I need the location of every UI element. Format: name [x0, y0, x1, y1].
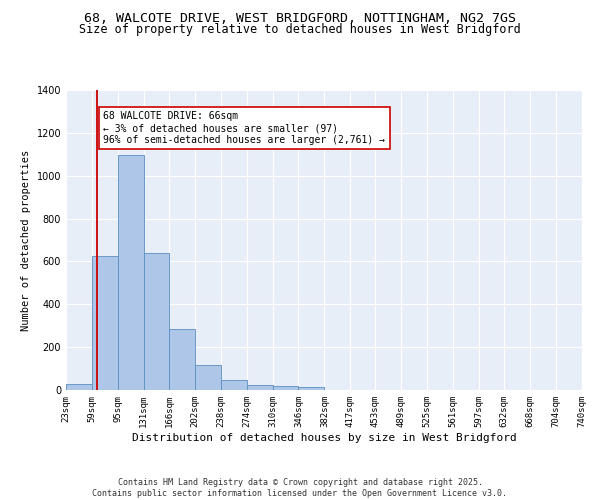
Bar	[195, 366, 221, 390]
Bar	[272, 386, 298, 390]
Bar	[298, 388, 325, 390]
Bar	[144, 253, 169, 390]
Bar	[92, 256, 118, 390]
Bar	[221, 380, 247, 390]
Y-axis label: Number of detached properties: Number of detached properties	[21, 150, 31, 330]
Text: 68, WALCOTE DRIVE, WEST BRIDGFORD, NOTTINGHAM, NG2 7GS: 68, WALCOTE DRIVE, WEST BRIDGFORD, NOTTI…	[84, 12, 516, 26]
Text: Size of property relative to detached houses in West Bridgford: Size of property relative to detached ho…	[79, 22, 521, 36]
X-axis label: Distribution of detached houses by size in West Bridgford: Distribution of detached houses by size …	[131, 432, 517, 442]
Bar	[169, 329, 195, 390]
Text: 68 WALCOTE DRIVE: 66sqm
← 3% of detached houses are smaller (97)
96% of semi-det: 68 WALCOTE DRIVE: 66sqm ← 3% of detached…	[103, 112, 385, 144]
Text: Contains HM Land Registry data © Crown copyright and database right 2025.
Contai: Contains HM Land Registry data © Crown c…	[92, 478, 508, 498]
Bar	[118, 156, 144, 390]
Bar	[66, 384, 92, 390]
Bar	[247, 386, 272, 390]
